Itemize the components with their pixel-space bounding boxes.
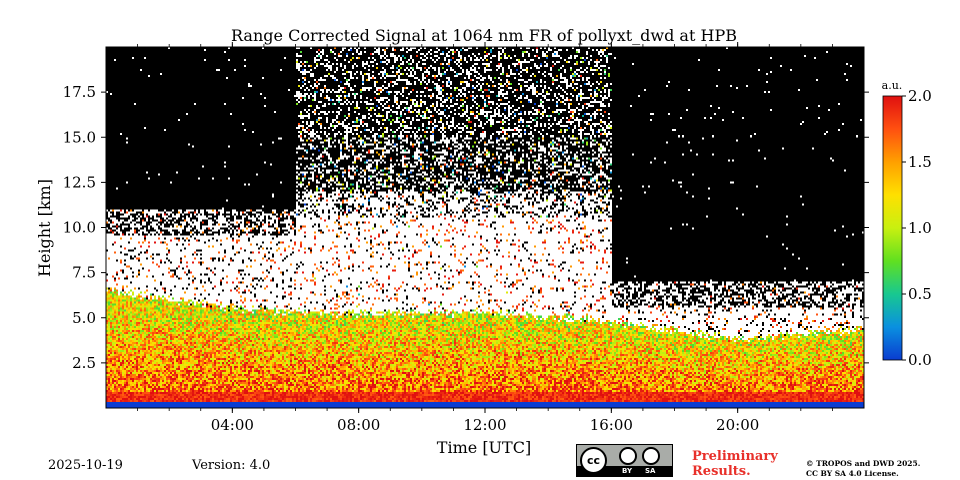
copyright-line-1: © TROPOS and DWD 2025. [806,459,921,468]
y-tick-label: 7.5 [72,264,96,282]
colorbar-tick-label: 1.0 [908,219,932,237]
footer-version: Version: 4.0 [192,458,271,473]
x-tick-label: 16:00 [590,416,633,434]
colorbar: a.u. 0.0 0.5 1.0 1.5 2.0 [882,79,932,369]
y-tick-label: 15.0 [63,128,96,146]
colorbar-label: a.u. [882,79,903,92]
y-tick-label: 5.0 [72,309,96,327]
colorbar-gradient [882,95,903,361]
colorbar-tick-label: 0.0 [908,351,932,369]
footer-date: 2025-10-19 [48,458,123,473]
y-tick-label: 17.5 [63,83,96,101]
x-tick-label: 08:00 [337,416,380,434]
preliminary-line-1: Preliminary [692,449,778,464]
copyright-line-2: CC BY SA 4.0 License. [806,469,899,478]
x-axis-label: Time [UTC] [437,438,531,457]
x-axis: 04:00 08:00 12:00 16:00 20:00 [137,42,833,434]
cc-badge-band [577,466,672,476]
share-alike-icon [642,447,660,465]
copyright-note: © TROPOS and DWD 2025. CC BY SA 4.0 Lice… [806,459,920,479]
y-axis: 2.5 5.0 7.5 10.0 12.5 15.0 17.5 [63,83,869,372]
x-tick-label: 04:00 [211,416,254,434]
colorbar-tick-label: 0.5 [908,285,932,303]
cc-sa-label: SA [645,467,656,475]
x-tick-label: 12:00 [463,416,506,434]
y-axis-label: Height [km] [35,179,54,277]
y-tick-label: 12.5 [63,173,96,191]
heatmap-image [106,47,864,408]
colorbar-tick-label: 1.5 [908,153,932,171]
x-tick-label: 20:00 [716,416,759,434]
y-tick-label: 10.0 [63,219,96,237]
cc-license-badge[interactable]: cc BY SA [576,444,673,477]
colorbar-tick-label: 2.0 [908,87,932,105]
cc-logo-icon: cc [580,447,607,474]
preliminary-results-note: Preliminary Results. [692,449,778,479]
attribution-icon [619,447,637,465]
chart-title: Range Corrected Signal at 1064 nm FR of … [231,26,737,45]
y-tick-label: 2.5 [72,354,96,372]
colorbar-ticks: 0.0 0.5 1.0 1.5 2.0 [902,87,932,369]
cc-by-label: BY [622,467,633,475]
preliminary-line-2: Results. [692,464,751,479]
heatmap-plot-area [105,46,865,409]
